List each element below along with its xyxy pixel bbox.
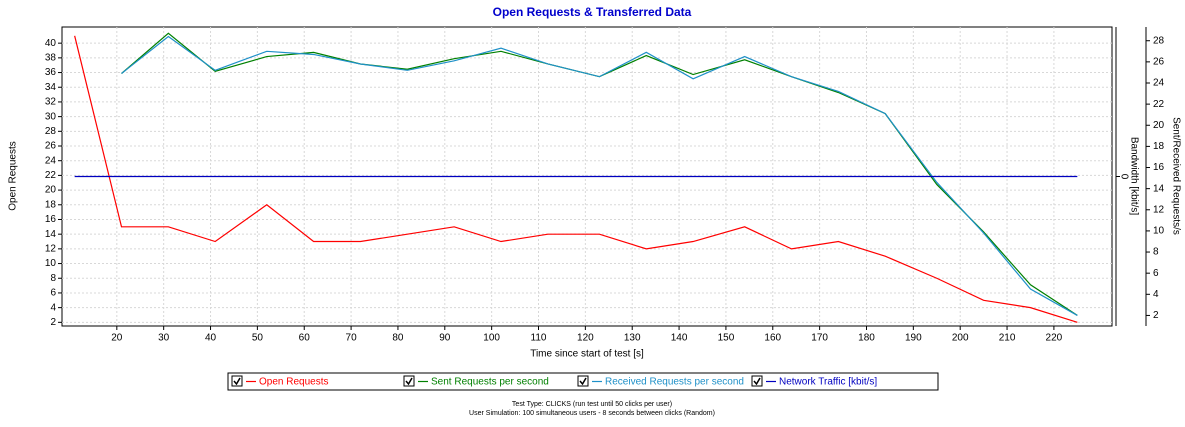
y-tick-label: 30 bbox=[45, 111, 57, 122]
x-tick-label: 70 bbox=[346, 333, 358, 344]
x-tick-label: 200 bbox=[952, 333, 969, 344]
y2-tick-label: 6 bbox=[1153, 268, 1159, 279]
y-tick-label: 2 bbox=[50, 317, 56, 328]
y2-tick-label: 28 bbox=[1153, 35, 1165, 46]
x-tick-label: 100 bbox=[483, 333, 500, 344]
y-tick-label: 38 bbox=[45, 52, 57, 63]
x-tick-label: 140 bbox=[671, 333, 688, 344]
y2-tick-label: 16 bbox=[1153, 162, 1165, 173]
series-line bbox=[121, 32, 1078, 316]
series-line bbox=[74, 35, 1078, 323]
legend-label: Received Requests per second bbox=[605, 377, 744, 388]
x-tick-label: 180 bbox=[858, 333, 875, 344]
x-tick-label: 120 bbox=[577, 333, 594, 344]
y-tick-label: 32 bbox=[45, 97, 57, 108]
legend-check bbox=[405, 377, 413, 386]
legend-checkbox bbox=[231, 375, 243, 387]
y-axis-label: Open Requests bbox=[8, 141, 19, 211]
note: User Simulation: 100 simultaneous users … bbox=[469, 410, 715, 417]
y-tick-label: 28 bbox=[45, 126, 57, 137]
x-tick-label: 210 bbox=[999, 333, 1016, 344]
x-axis-label: Time since start of test [s] bbox=[530, 349, 644, 360]
legend-box bbox=[227, 372, 939, 391]
legend-check bbox=[233, 377, 241, 386]
y-tick-label: 14 bbox=[45, 229, 57, 240]
y-tick-label: 20 bbox=[45, 185, 57, 196]
y-tick-label: 24 bbox=[45, 155, 57, 166]
y2-axis-label: Sent/Received Requests/s bbox=[1170, 117, 1181, 235]
y3-tick-label: 0 bbox=[1118, 174, 1129, 180]
y-tick-label: 8 bbox=[50, 273, 56, 284]
y-tick-label: 26 bbox=[45, 141, 57, 152]
x-tick-label: 220 bbox=[1046, 333, 1063, 344]
x-tick-label: 90 bbox=[439, 333, 451, 344]
y2-tick-label: 22 bbox=[1153, 99, 1165, 110]
legend-check bbox=[579, 377, 587, 386]
y-tick-label: 6 bbox=[50, 288, 56, 299]
y2-tick-label: 26 bbox=[1153, 57, 1165, 68]
y2-tick-label: 18 bbox=[1153, 141, 1165, 152]
legend-label: Network Traffic [kbit/s] bbox=[779, 377, 877, 388]
y2-tick-label: 12 bbox=[1153, 204, 1165, 215]
y-tick-label: 36 bbox=[45, 67, 57, 78]
y2-tick-label: 20 bbox=[1153, 120, 1165, 131]
x-tick-label: 130 bbox=[624, 333, 641, 344]
y-tick-label: 34 bbox=[45, 82, 57, 93]
x-tick-label: 170 bbox=[811, 333, 828, 344]
x-tick-label: 30 bbox=[158, 333, 170, 344]
y2-tick-label: 8 bbox=[1153, 247, 1159, 258]
legend-label: Open Requests bbox=[259, 377, 329, 388]
y2-tick-label: 14 bbox=[1153, 183, 1165, 194]
y3-axis-label: Bandwidth [kbit/s] bbox=[1128, 137, 1139, 216]
y-tick-label: 40 bbox=[45, 38, 57, 49]
x-tick-label: 150 bbox=[718, 333, 735, 344]
legend-label: Sent Requests per second bbox=[431, 377, 549, 388]
note: Test Type: CLICKS (run test until 50 cli… bbox=[512, 401, 672, 408]
series-line bbox=[121, 35, 1078, 316]
y-tick-label: 16 bbox=[45, 214, 57, 225]
y2-tick-label: 24 bbox=[1153, 78, 1165, 89]
legend-checkbox bbox=[403, 375, 415, 387]
y2-tick-label: 10 bbox=[1153, 226, 1165, 237]
y-tick-label: 18 bbox=[45, 199, 57, 210]
plot-frame bbox=[61, 26, 1113, 327]
x-tick-label: 160 bbox=[764, 333, 781, 344]
y2-tick-label: 4 bbox=[1153, 289, 1159, 300]
y-tick-label: 4 bbox=[50, 302, 56, 313]
y2-tick-label: 2 bbox=[1153, 310, 1159, 321]
x-tick-label: 110 bbox=[531, 333, 547, 344]
x-tick-label: 20 bbox=[111, 333, 123, 344]
chart-title: Open Requests & Transferred Data bbox=[493, 5, 692, 19]
legend-checkbox bbox=[577, 375, 589, 387]
y-tick-label: 22 bbox=[45, 170, 57, 181]
y-tick-label: 10 bbox=[45, 258, 57, 269]
x-tick-label: 80 bbox=[392, 333, 404, 344]
x-tick-label: 60 bbox=[299, 333, 311, 344]
x-tick-label: 50 bbox=[252, 333, 264, 344]
legend-checkbox bbox=[751, 375, 763, 387]
x-tick-label: 40 bbox=[205, 333, 217, 344]
x-tick-label: 190 bbox=[905, 333, 922, 344]
y-tick-label: 12 bbox=[45, 244, 57, 255]
legend-check bbox=[753, 377, 761, 386]
